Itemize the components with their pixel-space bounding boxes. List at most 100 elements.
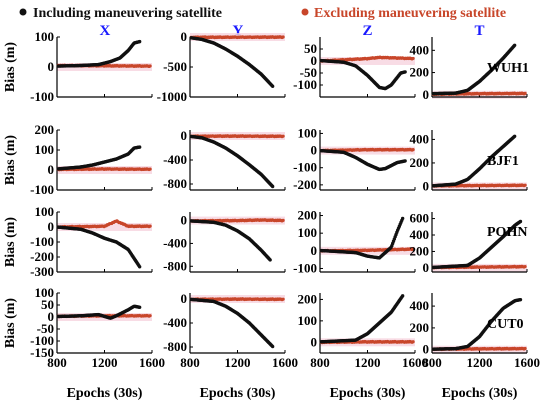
panel-r0-c2: 500-50-100 xyxy=(293,37,416,98)
legend-including-label: Including maneuvering satellite xyxy=(33,6,222,21)
y-axis-label: Bias (m) xyxy=(3,298,18,349)
y-tick-label: -300 xyxy=(30,264,54,279)
x-tick-label: 1600 xyxy=(402,355,428,370)
station-label-CUT0: CUT0 xyxy=(487,317,524,332)
y-tick-label: -50 xyxy=(37,321,54,336)
y-tick-label: -800 xyxy=(163,176,187,191)
y-tick-label: 0 xyxy=(423,260,430,275)
including-point xyxy=(518,297,523,302)
excluding-point xyxy=(523,183,527,187)
y-axis-label: Bias (m) xyxy=(3,42,18,93)
x-tick-label: 1600 xyxy=(514,355,540,370)
y-tick-label: 200 xyxy=(410,155,430,170)
y-tick-label: 0 xyxy=(48,309,55,324)
including-point xyxy=(512,43,517,48)
including-point xyxy=(137,305,142,310)
y-tick-label: 100 xyxy=(298,125,318,140)
excluding-point xyxy=(148,167,152,171)
excluding-point xyxy=(281,35,285,39)
excluding-point xyxy=(523,346,527,351)
panel-r0-c1: 0 -500 -1000 xyxy=(157,29,286,104)
panel-r0-c0: 100 0 -100 Bias (m) xyxy=(3,29,153,104)
excluding-point xyxy=(523,91,527,95)
excluding-point xyxy=(523,264,527,269)
x-tick-label: 1200 xyxy=(467,355,493,370)
y-tick-label: 0 xyxy=(423,87,430,102)
x-tick-label: 1600 xyxy=(272,355,298,370)
y-tick-label: -100 xyxy=(293,77,317,92)
legend-excluding-label: Excluding maneuvering satellite xyxy=(314,6,506,21)
y-tick-label: 100 xyxy=(35,29,55,44)
panel-r2-c0: 1000-100-200-300 Bias (m) xyxy=(3,204,153,279)
y-tick-label: 400 xyxy=(410,298,430,313)
including-point xyxy=(137,145,142,149)
x-tick-label: 1200 xyxy=(92,355,118,370)
y-tick-label: -200 xyxy=(30,249,54,264)
y-tick-label: 0 xyxy=(423,178,430,193)
y-tick-label: 0 xyxy=(311,243,318,258)
y-axis-label: Bias (m) xyxy=(3,135,18,186)
y-tick-label: -400 xyxy=(163,152,187,167)
y-tick-label: 0 xyxy=(423,342,430,357)
y-tick-label: 50 xyxy=(304,41,317,56)
x-tick-label: 800 xyxy=(310,355,330,370)
including-point xyxy=(137,39,142,44)
y-tick-label: 200 xyxy=(298,208,318,223)
y-tick-label: 100 xyxy=(35,204,55,219)
zero-band xyxy=(320,57,415,65)
y-tick-label: 200 xyxy=(410,65,430,80)
legend-excluding-marker xyxy=(301,8,309,16)
excluding-point xyxy=(281,297,285,301)
y-tick-label: -100 xyxy=(293,260,317,275)
column-title-Y: Y xyxy=(233,23,244,39)
excluding-point xyxy=(411,56,415,61)
y-tick-label: 400 xyxy=(410,42,430,57)
y-tick-label: 200 xyxy=(410,243,430,258)
including-point xyxy=(270,84,275,88)
x-axis-label: Epochs (30s) xyxy=(330,386,406,401)
station-label-POHN: POHN xyxy=(487,225,527,240)
x-axis-label: Epochs (30s) xyxy=(67,386,143,401)
excluding-point xyxy=(411,247,415,251)
y-tick-label: 0 xyxy=(311,143,318,158)
panel-r2-c2: 200 100 0 -100 xyxy=(293,208,416,275)
y-tick-label: -500 xyxy=(163,59,187,74)
excluding-point xyxy=(148,224,152,228)
column-title-Z: Z xyxy=(363,23,373,39)
including-point xyxy=(270,344,275,349)
panel-r2-c1: 0 -400 -800 xyxy=(163,212,286,273)
excluding-point xyxy=(281,134,285,138)
y-tick-label: 0 xyxy=(311,334,318,349)
y-tick-label: -400 xyxy=(163,315,187,330)
y-tick-label: -100 xyxy=(30,89,54,104)
y-tick-label: -200 xyxy=(293,177,317,192)
including-point xyxy=(270,184,275,189)
y-tick-label: 0 xyxy=(48,59,55,74)
including-point xyxy=(137,265,142,269)
x-tick-label: 1200 xyxy=(355,355,381,370)
y-tick-label: 100 xyxy=(35,142,55,157)
including-point xyxy=(400,294,405,298)
panel-r1-c3: 400 200 0 BJF1 xyxy=(410,130,528,193)
panel-r0-c3: 400 200 0 WUH1 xyxy=(410,37,529,102)
x-axis-label: Epochs (30s) xyxy=(442,386,518,401)
y-tick-label: 0 xyxy=(48,219,55,234)
panel-r1-c0: 200 100 0 -100 Bias (m) xyxy=(3,122,153,197)
y-tick-label: -1000 xyxy=(157,89,187,104)
x-tick-label: 800 xyxy=(180,355,200,370)
including-point xyxy=(518,219,523,224)
including-point xyxy=(403,70,407,74)
x-axis-label: Epochs (30s) xyxy=(200,386,276,401)
x-tick-label: 800 xyxy=(422,355,442,370)
panel-r3-c2: 200 100 0 800 1200 1600 Epochs (30s) xyxy=(298,291,429,401)
y-tick-label: 0 xyxy=(311,53,318,68)
column-title-X: X xyxy=(100,23,111,39)
panel-r1-c1: 0 -400 -800 xyxy=(163,128,286,191)
y-tick-label: 0 xyxy=(48,162,55,177)
y-tick-label: -800 xyxy=(163,258,187,273)
y-tick-label: -100 xyxy=(30,234,54,249)
